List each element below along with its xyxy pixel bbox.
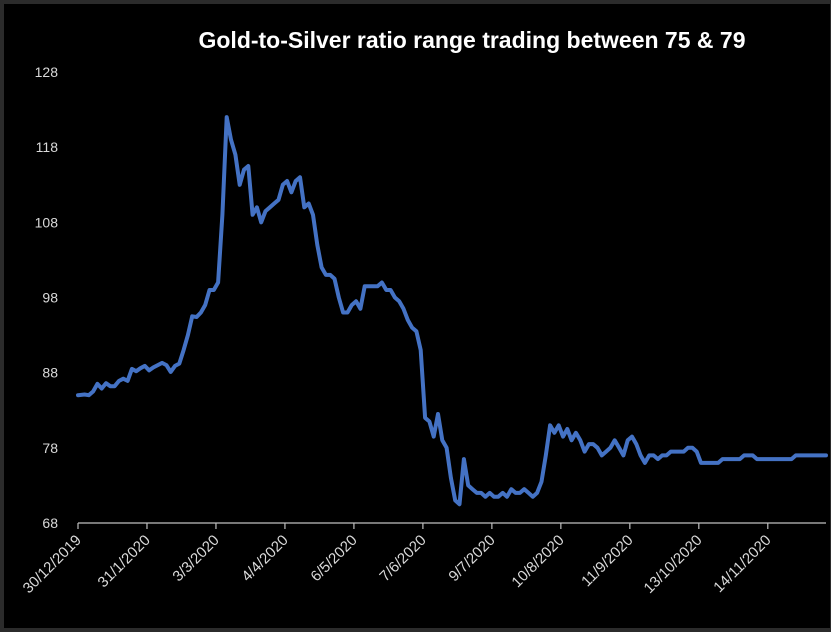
x-axis-labels: 30/12/2019 31/1/2020 3/3/2020 4/4/2020 6/5/2… xyxy=(20,532,775,597)
x-tick-label: 13/10/2020 xyxy=(641,532,706,597)
y-tick-label: 88 xyxy=(42,365,58,381)
x-tick-label: 30/12/2019 xyxy=(20,532,85,597)
series-line xyxy=(76,115,828,507)
x-tick-label: 4/4/2020 xyxy=(238,532,291,585)
x-tick-label: 9/7/2020 xyxy=(445,532,498,585)
x-axis-ticks xyxy=(77,523,769,529)
y-tick-label: 98 xyxy=(42,290,58,306)
x-tick-label: 14/11/2020 xyxy=(710,532,774,596)
y-tick-label: 108 xyxy=(35,214,59,230)
x-tick-label: 10/8/2020 xyxy=(508,532,567,591)
x-tick-label: 6/5/2020 xyxy=(307,532,360,585)
y-tick-label: 118 xyxy=(36,139,59,155)
x-tick-label: 3/3/2020 xyxy=(169,532,222,585)
y-axis-ticks: 128 118 108 98 88 78 68 xyxy=(35,64,59,531)
x-tick-label: 7/6/2020 xyxy=(376,532,429,585)
chart-title: Gold-to-Silver ratio range trading betwe… xyxy=(198,27,745,53)
y-tick-label: 128 xyxy=(35,64,59,80)
y-tick-label: 68 xyxy=(42,515,58,531)
x-tick-label: 11/9/2020 xyxy=(578,532,636,590)
plot-area xyxy=(4,4,830,628)
y-tick-label: 78 xyxy=(42,440,58,456)
x-tick-label: 31/1/2020 xyxy=(95,532,154,591)
